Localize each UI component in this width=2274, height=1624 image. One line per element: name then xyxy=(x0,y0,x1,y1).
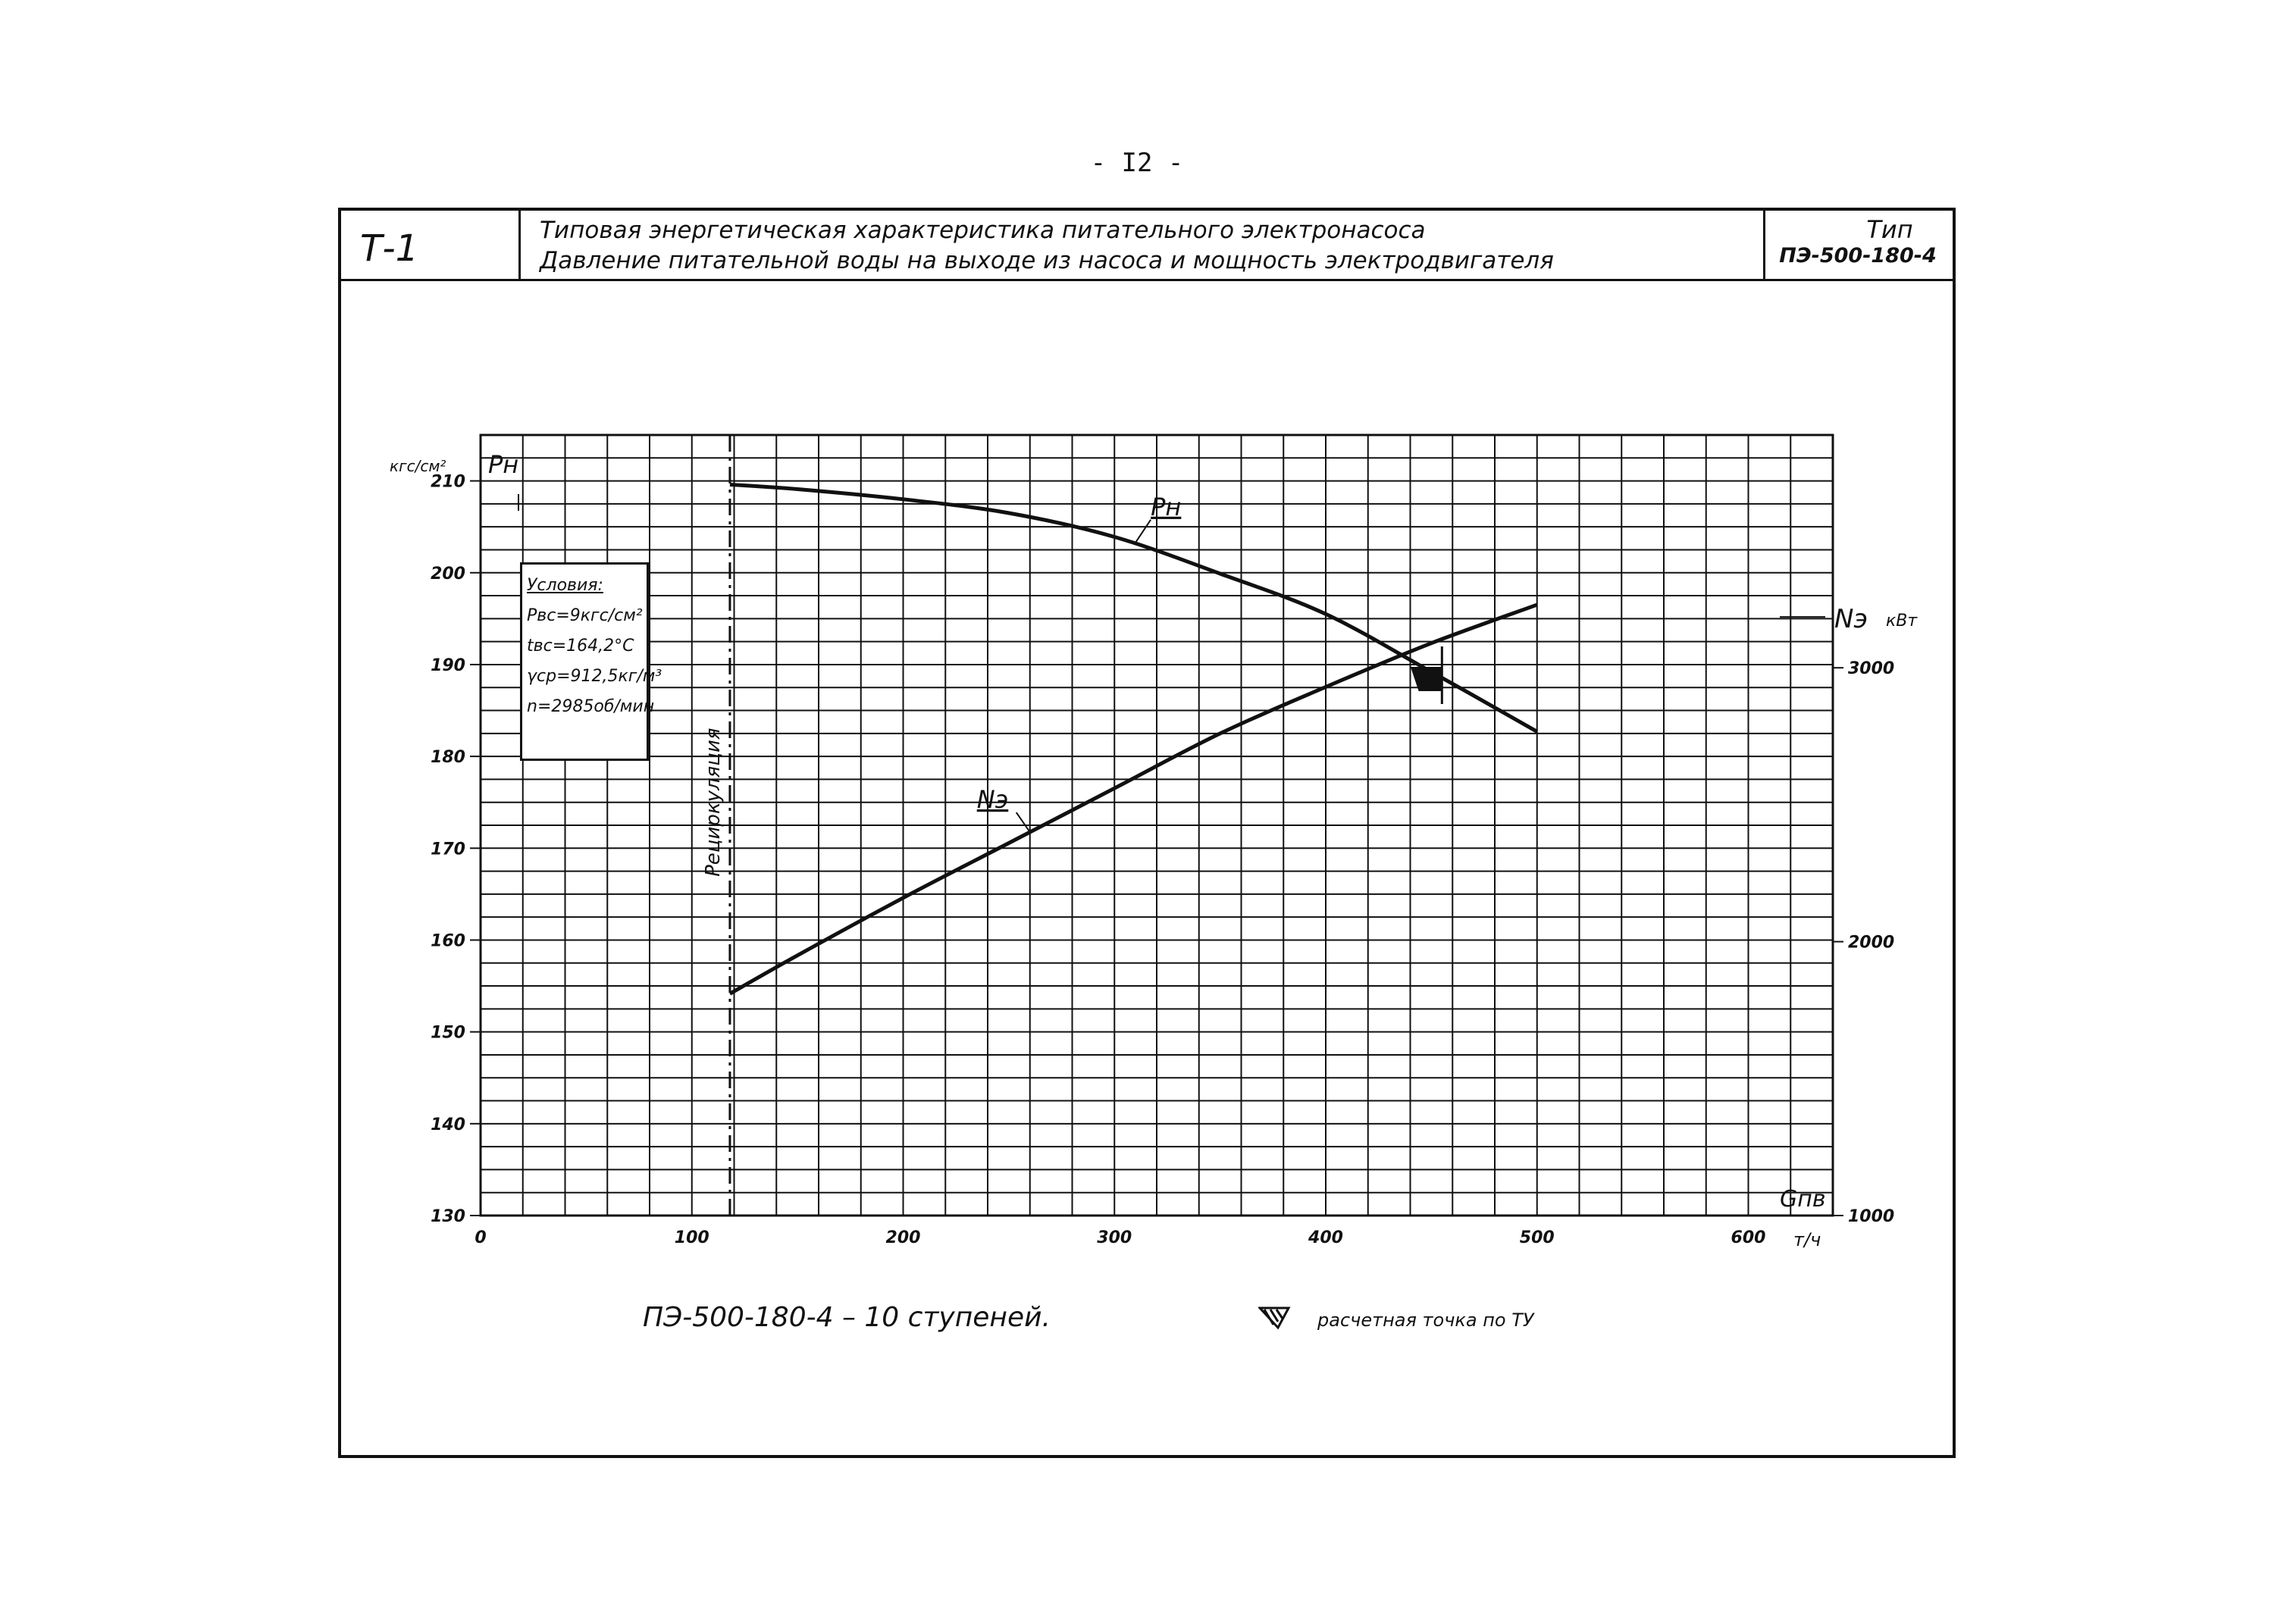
x-tick-label: 200 xyxy=(886,1228,921,1247)
y-left-tick-label: 150 xyxy=(431,1024,465,1043)
series-power-curve xyxy=(728,602,1538,996)
y-right-tick-label: 1000 xyxy=(1848,1207,1894,1226)
recirculation-label: Рециркуляция xyxy=(702,728,725,877)
chart-series xyxy=(728,435,1538,1216)
x-tick-label: 100 xyxy=(675,1228,709,1247)
series-power-label: Nэ xyxy=(977,785,1009,814)
title-block-separator-left xyxy=(518,208,521,280)
x-tick-label: 500 xyxy=(1520,1228,1555,1247)
type-value: ПЭ-500-180-4 xyxy=(1779,244,1937,268)
design-point-marker xyxy=(1410,667,1442,692)
x-tick-label: 300 xyxy=(1097,1228,1132,1247)
y-left-tick-label: 190 xyxy=(431,656,465,675)
x-tick-label: 600 xyxy=(1731,1228,1766,1247)
y-right-tick-label: 3000 xyxy=(1848,659,1894,678)
chart-axes xyxy=(470,433,1843,1217)
power-label-leader xyxy=(1015,812,1031,833)
y-left-unit: кгс/см² xyxy=(390,457,446,475)
x-tick-label: 400 xyxy=(1308,1228,1343,1247)
title-block-separator-right xyxy=(1763,208,1765,280)
condition-suction-temperature: tвс=164,2°С xyxy=(527,637,634,656)
series-pressure-curve xyxy=(729,482,1538,734)
x-axis-label: Gпв xyxy=(1780,1186,1826,1213)
y-right-unit: кВт xyxy=(1886,612,1918,631)
drawing-frame xyxy=(338,208,1956,1458)
series-pressure-label: Pн xyxy=(1151,493,1181,521)
condition-speed: n=2985об/мин xyxy=(527,697,655,716)
conditions-box: Условия: Pвс=9кгс/см² tвс=164,2°С γср=91… xyxy=(520,562,662,761)
title-line-1: Типовая энергетическая характеристика пи… xyxy=(540,217,1426,244)
sheet-id: Т-1 xyxy=(360,227,419,270)
footer-legend-text: расчетная точка по ТУ xyxy=(1317,1310,1534,1331)
y-left-tick-label: 160 xyxy=(431,931,465,950)
page-number: - I2 - xyxy=(1090,148,1184,178)
y-left-tick-label: 140 xyxy=(431,1116,465,1134)
y-right-label: Nэ xyxy=(1834,604,1868,634)
condition-suction-pressure: Pвс=9кгс/см² xyxy=(527,606,643,625)
pressure-label-leader xyxy=(1135,519,1151,543)
y-left-tick-label: 210 xyxy=(431,473,465,492)
type-label: Тип xyxy=(1866,215,1913,244)
y-left-tick-label: 170 xyxy=(431,840,465,859)
y-left-tick-label: 200 xyxy=(431,565,465,584)
x-tick-label: 0 xyxy=(475,1228,486,1247)
condition-density: γср=912,5кг/м³ xyxy=(527,667,662,686)
title-block-divider xyxy=(338,279,1956,281)
design-point-legend-icon xyxy=(1258,1306,1291,1330)
plot-border xyxy=(479,433,1834,1217)
y-left-label: Pн xyxy=(488,450,518,479)
y-right-tick-label: 2000 xyxy=(1848,934,1894,953)
chart-labels: 130 140 150 160 170 180 190 200 210 1000 2000 3000 0… xyxy=(390,450,1918,1250)
y-left-tick-label: 130 xyxy=(431,1207,465,1226)
conditions-title: Условия: xyxy=(527,576,603,595)
y-left-tick-label: 180 xyxy=(431,748,465,767)
x-axis-unit: т/ч xyxy=(1793,1229,1821,1250)
title-line-2: Давление питательной воды на выходе из н… xyxy=(540,247,1554,274)
footer-model-text: ПЭ-500-180-4 – 10 ступеней. xyxy=(643,1302,1051,1333)
